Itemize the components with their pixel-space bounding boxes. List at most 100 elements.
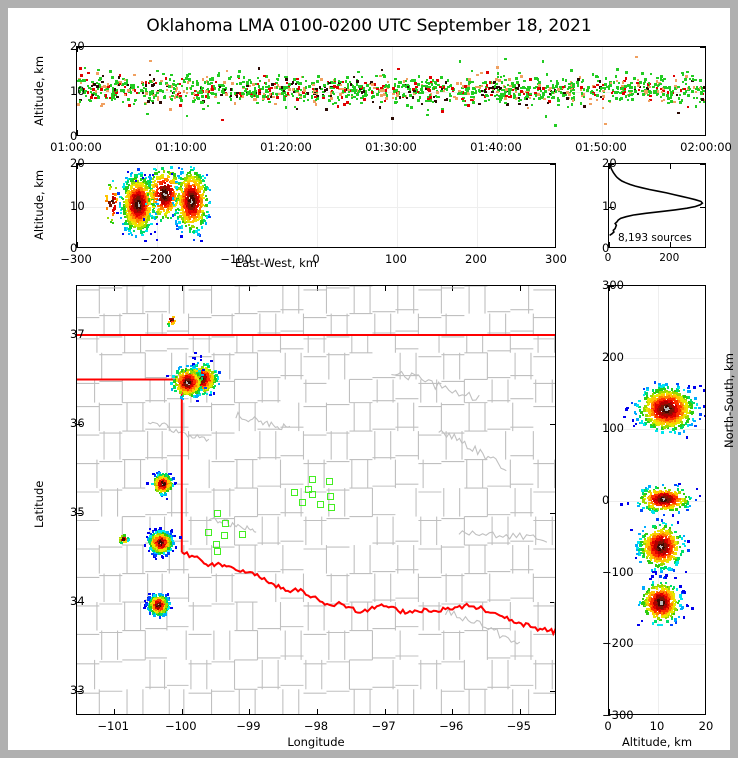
source-point bbox=[285, 81, 289, 85]
source-point bbox=[133, 196, 136, 199]
source-point bbox=[142, 176, 145, 180]
source-point bbox=[529, 92, 532, 96]
y-tick bbox=[77, 164, 82, 165]
source-point bbox=[148, 176, 151, 179]
source-point bbox=[200, 226, 203, 229]
source-point bbox=[546, 101, 550, 105]
source-point bbox=[382, 84, 385, 88]
source-point bbox=[472, 95, 475, 99]
source-point bbox=[282, 94, 286, 98]
source-point bbox=[596, 94, 599, 97]
source-point bbox=[559, 91, 563, 94]
source-point bbox=[408, 88, 412, 91]
source-point bbox=[368, 87, 372, 91]
source-point bbox=[238, 97, 242, 100]
source-point bbox=[383, 93, 386, 96]
source-point bbox=[598, 89, 602, 93]
source-point bbox=[425, 78, 429, 82]
source-point bbox=[138, 202, 141, 205]
source-point bbox=[471, 87, 475, 90]
source-point bbox=[325, 88, 329, 91]
source-point bbox=[132, 187, 135, 191]
source-point bbox=[142, 202, 145, 205]
source-point bbox=[420, 102, 424, 106]
source-point bbox=[127, 198, 131, 202]
source-point bbox=[80, 88, 83, 91]
source-point bbox=[175, 95, 178, 99]
source-point bbox=[225, 69, 229, 73]
source-point bbox=[702, 100, 705, 104]
source-point bbox=[499, 87, 502, 90]
source-point bbox=[288, 83, 291, 86]
source-point bbox=[402, 80, 406, 83]
source-point bbox=[91, 80, 94, 84]
source-point bbox=[436, 91, 439, 94]
source-point bbox=[136, 195, 140, 199]
source-point bbox=[269, 95, 273, 98]
source-point bbox=[441, 108, 444, 111]
source-point bbox=[79, 79, 83, 83]
source-point bbox=[342, 90, 345, 93]
source-point bbox=[670, 100, 673, 103]
source-point bbox=[178, 187, 181, 191]
source-point bbox=[586, 89, 589, 92]
source-point bbox=[317, 75, 320, 78]
source-point bbox=[643, 92, 647, 95]
source-point bbox=[498, 94, 501, 98]
source-point bbox=[670, 91, 673, 94]
source-point bbox=[248, 84, 252, 88]
source-point bbox=[179, 365, 182, 369]
source-point bbox=[609, 82, 613, 85]
source-point bbox=[145, 197, 149, 200]
source-point bbox=[109, 70, 112, 73]
source-point bbox=[415, 85, 418, 89]
source-point bbox=[468, 78, 471, 81]
source-point bbox=[132, 222, 135, 226]
source-point bbox=[180, 168, 184, 171]
source-point bbox=[687, 87, 690, 90]
source-point bbox=[156, 98, 160, 102]
source-point bbox=[426, 81, 429, 85]
source-point bbox=[141, 195, 144, 198]
source-point bbox=[636, 92, 640, 96]
source-point bbox=[652, 85, 655, 89]
source-point bbox=[445, 88, 449, 91]
source-point bbox=[172, 375, 175, 378]
source-point bbox=[614, 75, 618, 78]
ew-height-panel bbox=[76, 163, 556, 248]
source-point bbox=[116, 212, 119, 215]
source-point bbox=[150, 80, 153, 83]
source-point bbox=[420, 80, 424, 84]
source-point bbox=[643, 80, 647, 84]
source-point bbox=[124, 226, 127, 230]
time-height-ylabel: Altitude, km bbox=[32, 55, 46, 126]
gridline bbox=[77, 206, 555, 208]
source-point bbox=[556, 82, 559, 85]
source-point bbox=[196, 377, 200, 381]
source-point bbox=[126, 182, 129, 185]
source-point bbox=[429, 80, 433, 84]
source-point bbox=[518, 93, 521, 96]
source-point bbox=[392, 87, 395, 90]
source-point bbox=[500, 88, 504, 92]
source-point bbox=[139, 204, 142, 207]
source-point bbox=[125, 195, 128, 199]
source-point bbox=[136, 85, 140, 89]
source-point bbox=[152, 83, 156, 86]
source-point bbox=[537, 93, 540, 96]
source-point bbox=[158, 194, 161, 197]
source-point bbox=[194, 384, 197, 388]
source-point bbox=[156, 175, 159, 178]
source-point bbox=[192, 96, 196, 100]
source-point bbox=[87, 71, 90, 75]
source-point bbox=[566, 91, 569, 94]
source-point bbox=[199, 197, 202, 201]
source-point bbox=[193, 89, 197, 93]
source-point bbox=[123, 85, 127, 89]
source-point bbox=[138, 193, 141, 196]
source-point bbox=[199, 90, 202, 94]
source-point bbox=[188, 381, 191, 384]
source-point bbox=[471, 80, 474, 84]
source-point bbox=[132, 84, 135, 87]
source-point bbox=[129, 185, 133, 188]
